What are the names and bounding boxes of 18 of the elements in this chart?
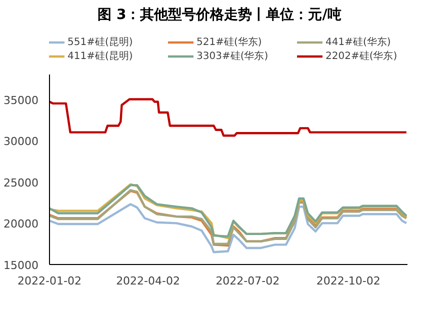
legend-label: 551#硅(昆明) <box>68 36 134 49</box>
legend-label: 3303#硅(华东) <box>196 50 270 63</box>
legend-label: 2202#硅(华东) <box>326 50 398 63</box>
x-tick-label: 2022-10-02 <box>316 274 380 288</box>
y-tick-label: 25000 <box>4 176 39 190</box>
x-tick-label: 2022-07-02 <box>216 274 280 288</box>
x-tick-label: 2022-04-02 <box>116 274 180 288</box>
y-tick-label: 35000 <box>4 94 39 107</box>
y-tick-label: 15000 <box>4 259 39 272</box>
legend-label: 521#硅(华东) <box>196 36 263 49</box>
legend-label: 411#硅(昆明) <box>68 50 134 63</box>
line-series <box>50 203 408 254</box>
y-tick-label: 30000 <box>4 135 39 148</box>
chart-title: 图 3：其他型号价格走势丨单位：元/吨 <box>98 6 342 25</box>
line-series <box>50 98 408 137</box>
x-tick-label: 2022-01-02 <box>18 274 82 288</box>
legend-label: 441#硅(华东) <box>326 36 392 49</box>
y-tick-label: 20000 <box>4 218 39 231</box>
